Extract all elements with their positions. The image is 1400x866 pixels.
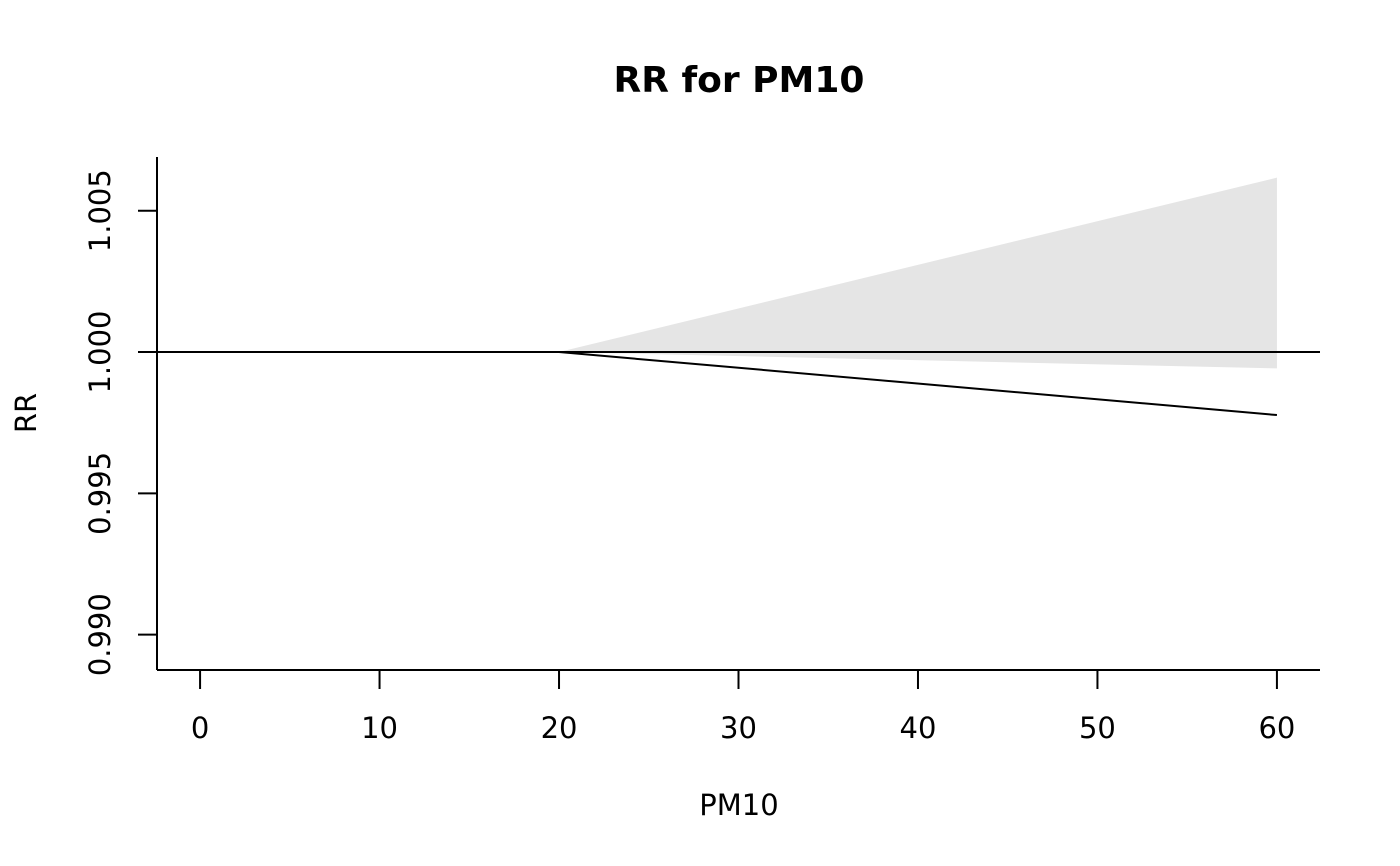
confidence-band bbox=[200, 177, 1277, 369]
rr-line-layer bbox=[157, 351, 1320, 417]
y-tick-label: 1.005 bbox=[83, 169, 117, 252]
x-tick-label: 30 bbox=[720, 711, 757, 745]
x-tick-label: 60 bbox=[1258, 711, 1295, 745]
y-tick-label: 0.995 bbox=[83, 452, 117, 535]
x-axis-ticks: 0 10 20 30 40 50 60 bbox=[191, 670, 1295, 745]
x-tick-label: 10 bbox=[361, 711, 398, 745]
y-tick-label: 1.000 bbox=[83, 311, 117, 394]
x-tick-label: 20 bbox=[541, 711, 578, 745]
x-tick-label: 40 bbox=[900, 711, 937, 745]
y-axis-label: RR bbox=[9, 393, 43, 433]
x-tick-label: 0 bbox=[191, 711, 209, 745]
chart-title: RR for PM10 bbox=[614, 60, 865, 101]
confidence-band-layer bbox=[200, 177, 1277, 369]
y-axis-ticks: 0.990 0.995 1.000 1.005 bbox=[83, 169, 157, 676]
x-axis-label: PM10 bbox=[699, 788, 778, 822]
rr-line bbox=[200, 351, 1278, 417]
y-tick-label: 0.990 bbox=[83, 593, 117, 676]
x-tick-label: 50 bbox=[1079, 711, 1116, 745]
